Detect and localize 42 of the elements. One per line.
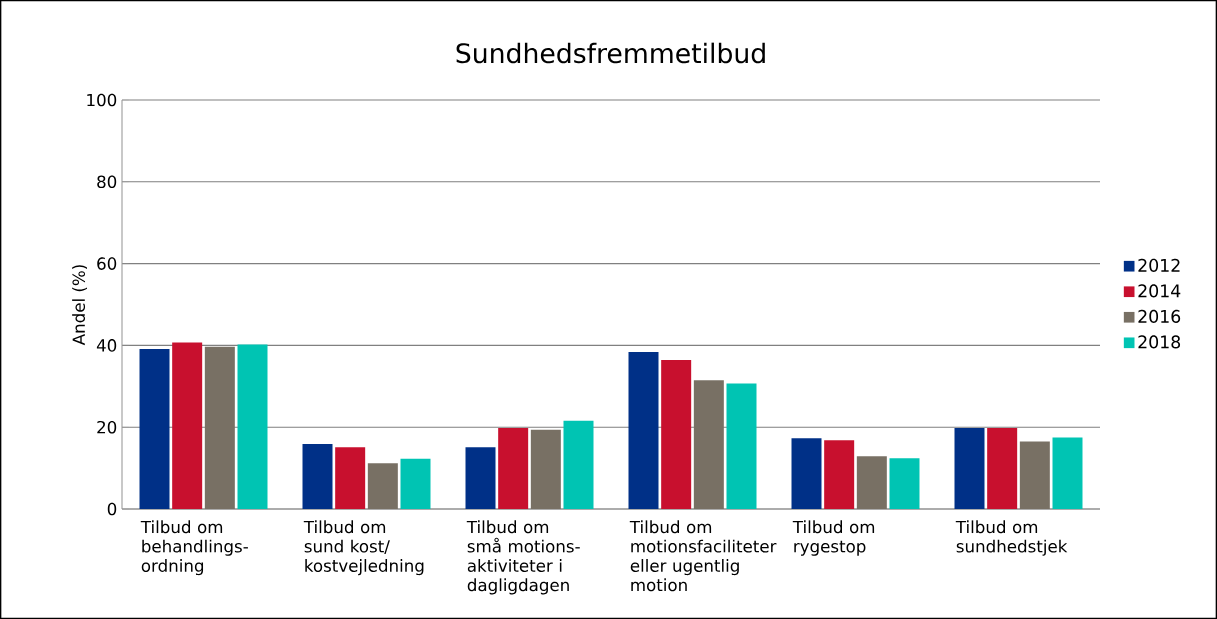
x-tick-label: Tilbud om sundhedstjek xyxy=(955,520,1068,556)
bar xyxy=(824,440,855,509)
bar xyxy=(726,383,757,509)
bar xyxy=(954,428,985,509)
bar xyxy=(889,458,920,509)
legend-label: 2012 xyxy=(1138,258,1180,272)
y-tick-label: 60 xyxy=(97,257,117,270)
bar xyxy=(302,443,333,509)
bar xyxy=(856,456,887,509)
y-tick-label: 20 xyxy=(97,420,117,434)
y-tick-label: 0 xyxy=(107,502,117,516)
bar xyxy=(791,438,822,509)
x-tick-label: Tilbud om motionsfaciliteter eller ugentlig motion xyxy=(629,520,777,592)
bar xyxy=(1019,441,1050,509)
bar xyxy=(1052,437,1083,509)
bar xyxy=(172,342,203,509)
x-tick-label: Tilbud om sund kost/ kostvejledning xyxy=(303,520,424,576)
y-tick-label: 100 xyxy=(87,93,117,107)
bar xyxy=(400,458,431,509)
x-tick-label: Tilbud om behandlings-ordning xyxy=(140,520,248,576)
chart-title: Sundhedsfremmetilbud xyxy=(456,42,765,64)
legend-label: 2016 xyxy=(1138,309,1181,323)
bar xyxy=(367,463,398,509)
bar xyxy=(628,351,659,509)
bar xyxy=(335,447,366,509)
bar xyxy=(498,428,529,509)
bar xyxy=(465,447,496,509)
bar xyxy=(139,349,170,509)
legend-label: 2014 xyxy=(1138,284,1181,298)
bar xyxy=(530,429,561,509)
y-tick-label: 40 xyxy=(96,339,117,352)
x-tick-label: Tilbud om rygestop xyxy=(792,520,875,556)
bar xyxy=(204,346,235,509)
legend-label: 2018 xyxy=(1138,335,1181,349)
bar xyxy=(987,428,1018,509)
bar xyxy=(693,380,724,509)
y-axis-title: Andel (%) xyxy=(72,265,87,346)
bar xyxy=(661,360,692,509)
bar xyxy=(563,420,594,509)
x-tick-label: Tilbud om små motions-aktiviteter i dagligdagen xyxy=(466,520,580,595)
y-tick-label: 80 xyxy=(97,175,117,189)
bar xyxy=(237,344,268,509)
